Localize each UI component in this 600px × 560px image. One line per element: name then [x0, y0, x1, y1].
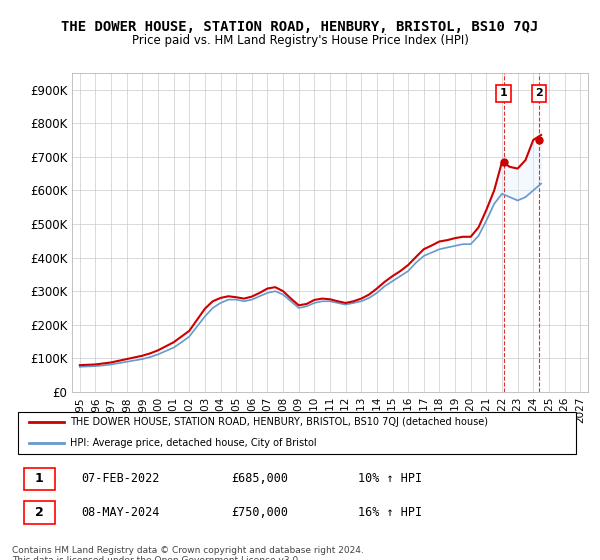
Text: 10% ↑ HPI: 10% ↑ HPI	[358, 472, 422, 486]
FancyBboxPatch shape	[23, 468, 55, 490]
Text: £685,000: £685,000	[231, 472, 288, 486]
Text: 1: 1	[500, 88, 508, 99]
Text: HPI: Average price, detached house, City of Bristol: HPI: Average price, detached house, City…	[70, 438, 316, 448]
Text: 2: 2	[35, 506, 43, 519]
Text: THE DOWER HOUSE, STATION ROAD, HENBURY, BRISTOL, BS10 7QJ: THE DOWER HOUSE, STATION ROAD, HENBURY, …	[61, 20, 539, 34]
Text: Price paid vs. HM Land Registry's House Price Index (HPI): Price paid vs. HM Land Registry's House …	[131, 34, 469, 46]
FancyBboxPatch shape	[18, 412, 577, 454]
Text: 16% ↑ HPI: 16% ↑ HPI	[358, 506, 422, 519]
Text: 2: 2	[535, 88, 543, 99]
Text: 1: 1	[35, 472, 43, 486]
Text: £750,000: £750,000	[231, 506, 288, 519]
Text: 07-FEB-2022: 07-FEB-2022	[81, 472, 160, 486]
Text: Contains HM Land Registry data © Crown copyright and database right 2024.
This d: Contains HM Land Registry data © Crown c…	[12, 546, 364, 560]
Text: THE DOWER HOUSE, STATION ROAD, HENBURY, BRISTOL, BS10 7QJ (detached house): THE DOWER HOUSE, STATION ROAD, HENBURY, …	[70, 417, 488, 427]
FancyBboxPatch shape	[23, 501, 55, 524]
Text: 08-MAY-2024: 08-MAY-2024	[81, 506, 160, 519]
